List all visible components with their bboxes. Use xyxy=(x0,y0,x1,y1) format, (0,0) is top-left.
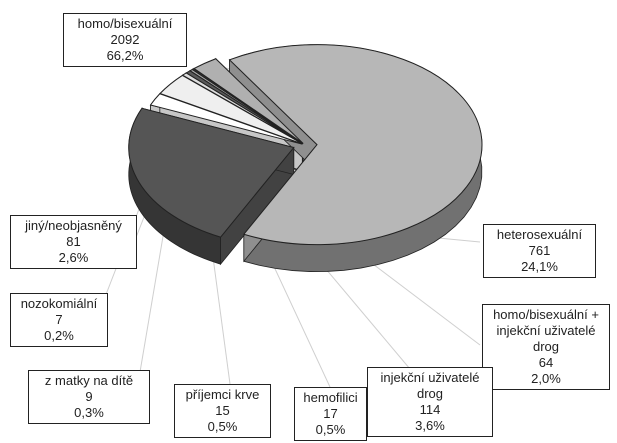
pie-slice xyxy=(228,44,483,246)
label-percent: 0,5% xyxy=(207,419,238,434)
label-text: příjemci krve xyxy=(185,387,260,402)
label-count: 17 xyxy=(323,406,338,421)
label-percent: 0,2% xyxy=(44,328,74,343)
label-injekcni-uzivatele-drog: injekční uživatelé drog 114 3,6% xyxy=(367,367,493,437)
label-text: z matky na dítě xyxy=(44,373,134,388)
label-text: homo/bisexuální xyxy=(77,16,173,31)
label-percent: 0,3% xyxy=(74,405,104,420)
label-count: 81 xyxy=(66,234,81,249)
label-percent: 3,6% xyxy=(415,418,445,433)
label-count: 15 xyxy=(215,403,230,418)
label-z-matky-na-dite: z matky na dítě 9 0,3% xyxy=(28,370,150,424)
label-text: jiný/neobjasněný xyxy=(25,218,122,233)
label-heterosexualni: heterosexuální 761 24,1% xyxy=(483,224,596,278)
label-jiny-neobjasneny: jiný/neobjasněný 81 2,6% xyxy=(10,215,137,269)
label-count: 2092 xyxy=(110,32,140,47)
label-text: nozokomiální xyxy=(20,296,98,311)
label-count: 9 xyxy=(85,389,93,404)
label-percent: 66,2% xyxy=(106,48,144,63)
pie-slice xyxy=(128,107,295,238)
label-text: drog xyxy=(532,339,560,354)
label-homo-bisexualni-idu: homo/bisexuální + injekční uživatelé dro… xyxy=(482,304,610,390)
label-percent: 2,6% xyxy=(58,250,89,265)
label-text: injekční uživatelé xyxy=(496,323,596,338)
label-nozokomialni: nozokomiální 7 0,2% xyxy=(10,293,108,347)
label-prijemci-krve: příjemci krve 15 0,5% xyxy=(174,384,271,438)
label-count: 114 xyxy=(419,402,441,417)
label-count: 761 xyxy=(528,243,551,258)
label-count: 7 xyxy=(55,312,63,327)
pie-group xyxy=(128,44,483,272)
label-text: injekční uživatelé xyxy=(380,370,480,385)
label-count: 64 xyxy=(538,355,554,370)
label-percent: 24,1% xyxy=(521,259,558,274)
label-homo-bisexualni: homo/bisexuální 2092 66,2% xyxy=(63,13,187,67)
label-text: heterosexuální xyxy=(496,227,583,242)
label-text: homo/bisexuální + xyxy=(493,307,599,322)
label-text: hemofilici xyxy=(303,390,358,405)
pie-slice xyxy=(193,58,304,144)
label-percent: 0,5% xyxy=(315,422,346,437)
label-percent: 2,0% xyxy=(531,371,561,386)
label-text: drog xyxy=(416,386,444,401)
label-hemofilici: hemofilici 17 0,5% xyxy=(294,387,367,441)
